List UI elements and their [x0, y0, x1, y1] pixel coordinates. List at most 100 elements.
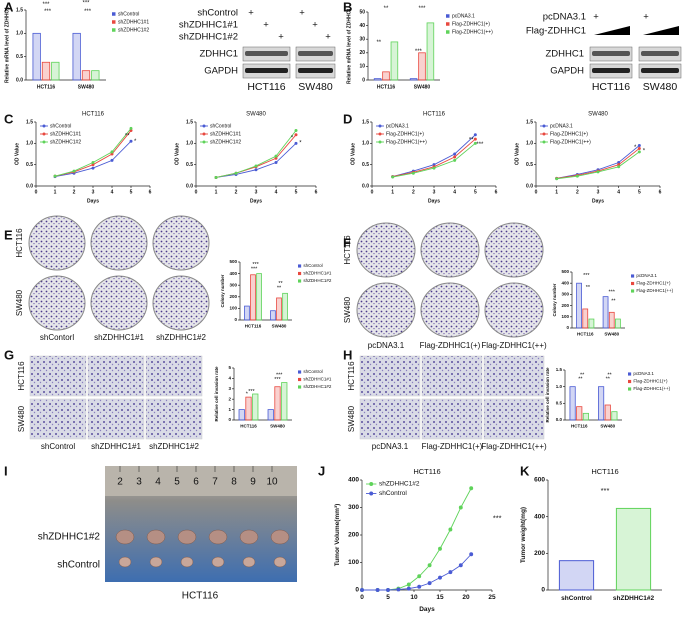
point: [469, 552, 474, 557]
y-tick-label: 0: [566, 325, 569, 330]
blot-band: [641, 51, 679, 56]
point: [432, 166, 436, 170]
y-axis-label: Relative cell invasion rate: [214, 366, 219, 422]
transwell-image: [421, 398, 483, 440]
legend-label: pcDNA3.1: [550, 123, 573, 129]
point: [596, 170, 600, 174]
series-line: [362, 553, 472, 591]
protein-label: ZDHHC1: [199, 49, 238, 60]
y-tick-label: 20: [359, 50, 365, 56]
significance: *: [291, 136, 294, 142]
x-tick-label: 2: [235, 189, 238, 195]
bar: [582, 308, 589, 329]
colony-plate: [356, 282, 416, 338]
x-axis-label: Days: [419, 606, 435, 613]
significance: ***: [84, 9, 92, 15]
tumor: [273, 556, 287, 568]
y-axis-label: Relative mRNA level of ZDHHC1: [346, 8, 352, 84]
y-axis-label: OD Value: [514, 143, 520, 165]
significance: ***: [44, 9, 52, 15]
legend-label: Flag-ZDHHC1(+): [636, 281, 671, 286]
x-tick-label: 1: [54, 189, 57, 195]
x-tick-label: 4: [111, 189, 114, 195]
row-label: HCT116: [15, 228, 24, 258]
bar: [267, 409, 274, 421]
dose-wedge: [594, 26, 630, 35]
tumor: [208, 529, 228, 545]
significance: *: [134, 139, 137, 145]
point: [91, 166, 95, 170]
point: [53, 174, 57, 178]
legend-swatch: [298, 377, 302, 382]
panel-letter: E: [4, 227, 13, 242]
bar: [238, 409, 245, 421]
point: [575, 174, 579, 178]
y-tick-label: 40: [359, 23, 365, 29]
panel-letter: B: [343, 0, 352, 14]
legend-label: Flag-ZDHHC1(++): [633, 386, 670, 391]
y-tick-label: 400: [534, 513, 545, 520]
panel-letter: A: [4, 0, 14, 14]
x-tick-label: shZDHHC1#2: [613, 595, 655, 602]
bar: [32, 32, 41, 81]
y-tick-label: 200: [561, 303, 569, 308]
point: [375, 588, 380, 592]
colony-plate: [28, 215, 86, 271]
y-tick-label: 100: [561, 314, 569, 319]
point: [110, 158, 114, 162]
row-label: HCT116: [17, 361, 26, 391]
legend-marker: [369, 482, 374, 486]
point: [214, 175, 218, 179]
point: [254, 168, 258, 172]
cell-line-label: HCT116: [592, 81, 630, 93]
y-tick-label: 0.0: [186, 183, 193, 189]
bar: [608, 311, 615, 329]
legend-label: Flag-ZDHHC1(+): [550, 131, 588, 137]
bar: [256, 273, 262, 321]
bar: [615, 318, 621, 329]
y-tick-label: 200: [229, 294, 237, 299]
y-axis-label: OD Value: [14, 143, 20, 165]
transwell-image: [29, 355, 87, 397]
y-tick-label: 200: [348, 532, 359, 539]
x-tick-label: 6: [315, 189, 318, 195]
legend-swatch: [298, 370, 302, 374]
point: [274, 156, 278, 160]
legend-marker: [42, 124, 46, 128]
colony-plate: [152, 215, 210, 271]
column-label: shZDHHC1#1: [94, 333, 144, 342]
legend-label: Flag-ZDHHC1(++): [452, 29, 493, 35]
x-tick-label: 10: [410, 594, 418, 601]
x-tick-label: 25: [488, 594, 496, 601]
x-tick-label: shControl: [561, 595, 592, 602]
tumor: [270, 529, 290, 545]
y-tick-label: 1.5: [526, 119, 533, 125]
legend-label: shZDHHC1#2: [303, 278, 332, 283]
point: [234, 171, 238, 175]
legend-marker: [42, 132, 46, 136]
significance: **: [580, 372, 585, 378]
legend-label: shZDHHC1#2: [379, 481, 420, 488]
legend-label: shControl: [379, 490, 407, 497]
y-tick-label: 300: [348, 504, 359, 511]
significance: **: [376, 40, 381, 46]
column-label: Flag-ZDHHC1(+): [420, 341, 481, 350]
transwell-image: [359, 398, 421, 440]
point: [72, 169, 76, 173]
y-tick-label: 1.0: [362, 141, 369, 147]
point: [427, 563, 432, 568]
legend-label: shControl: [303, 369, 322, 374]
legend-label: shZDHHC1#2: [303, 384, 332, 389]
legend-marker: [369, 491, 374, 496]
y-tick-label: 2: [228, 396, 231, 401]
condition-mark: +: [299, 8, 305, 19]
colony-plate: [356, 222, 416, 278]
significance: **: [125, 134, 130, 140]
row-label: SW480: [347, 405, 356, 432]
row-label: HCT116: [343, 235, 352, 265]
x-tick-label: 0: [360, 594, 364, 601]
legend-label: shZDHHC1#2: [118, 27, 149, 33]
y-tick-label: 1.5: [186, 119, 193, 125]
x-axis-label: Days: [592, 198, 604, 204]
